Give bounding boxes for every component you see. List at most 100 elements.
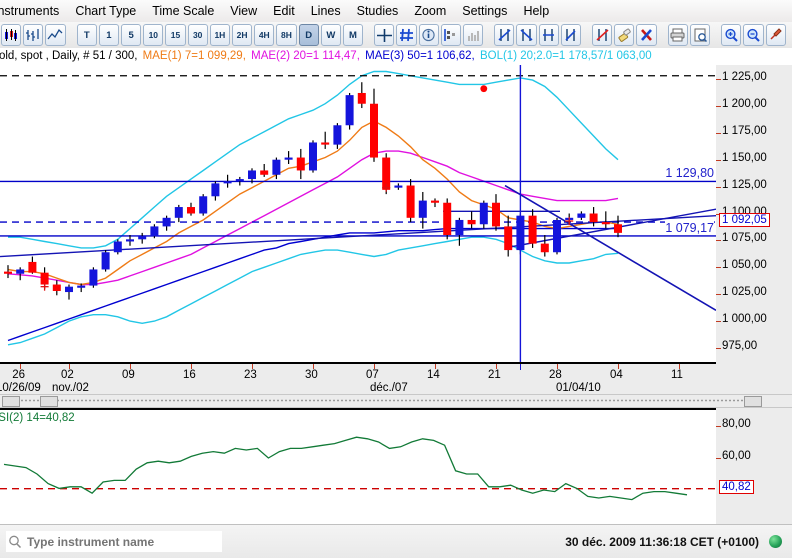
search-input[interactable] [25,532,213,551]
rsi-axis[interactable]: 80,00 60,00 40,82 [716,408,792,524]
timeframe-w-button[interactable]: W [320,24,341,46]
timeframe-10-button[interactable]: 10 [143,24,164,46]
line-chart-icon[interactable] [45,24,66,46]
time-axis-label: 04 [610,369,623,381]
timeframe-1h-button[interactable]: 1H [209,24,230,46]
price-axis-tick [716,213,721,215]
price-axis-label: 1 175,00 [722,124,767,137]
rsi-current-value-label: 40,82 [719,479,754,494]
print-preview-icon[interactable] [689,24,711,46]
time-axis-tick [20,364,22,369]
rsi-axis-label: 60,00 [722,450,751,462]
menu-item-instruments[interactable]: Instruments [0,4,60,18]
search-icon [9,535,22,548]
time-axis-label: 11 [671,369,683,381]
price-axis[interactable]: 1 225,00 1 200,00 1 175,00 1 150,00 1 125,00… [716,65,792,364]
time-axis-tick [252,364,253,369]
menu-item-chart-type[interactable]: Chart Type [75,4,137,18]
pin-icon[interactable] [765,24,786,46]
menu-item-zoom[interactable]: Zoom [414,4,447,18]
time-axis-tick [679,364,680,369]
status-bar: 30 déc. 2009 11:36:18 CET (+0100) [0,524,792,558]
price-axis-label: 1 000,00 [722,313,767,326]
legend-ma1: MAE(1) 7=1 099,29, [142,50,246,62]
time-axis-label: 28 [549,369,562,381]
timeframe-4h-button[interactable]: 4H [254,24,275,46]
line-tool-2-icon[interactable] [516,24,537,46]
bar-chart-icon[interactable] [23,24,44,46]
menu-item-view[interactable]: View [230,4,258,18]
time-axis-label: 07 [366,369,379,381]
zoom-in-icon[interactable] [721,24,742,46]
price-axis-tick [716,78,721,80]
timeframe-1-button[interactable]: 1 [98,24,120,46]
price-axis-tick [716,105,721,107]
line-tool-1-icon[interactable] [494,24,515,46]
timeframe-15-button[interactable]: 15 [165,24,186,46]
splitter-grip-left2[interactable] [40,396,58,407]
status-right-group: 30 déc. 2009 11:36:18 CET (+0100) [565,535,782,549]
time-axis[interactable]: 26 02 09 16 23 30 07 14 21 28 04 11 10/26/09 nov./02 d… [0,364,716,394]
price-axis-tick [716,294,721,296]
price-axis-tick [716,132,721,134]
splitter-dots [20,399,760,402]
timeframe-2h-button[interactable]: 2H [231,24,253,46]
eraser-icon[interactable] [614,24,635,46]
price-chart-pane[interactable]: 1 129,80 1 079,17 [0,65,718,364]
status-datetime: 30 déc. 2009 11:36:18 CET (+0100) [565,534,759,549]
delete-all-icon[interactable] [636,24,657,46]
price-axis-label: 1 225,00 [722,70,767,83]
volume-icon[interactable] [462,24,484,46]
price-axis-label: 1 150,00 [722,151,767,164]
time-axis-label: 14 [427,369,440,381]
time-axis-label: 09 [122,369,135,381]
time-axis-tick [191,364,192,369]
splitter-grip-right[interactable] [744,396,762,407]
chart-legend: Gold, spot , Daily, # 51 / 300, MAE(1) 7… [0,48,792,65]
time-axis-tick [496,364,497,369]
time-axis-label: 16 [183,369,196,381]
rsi-chart-svg [0,436,716,501]
grid-icon[interactable] [396,24,417,46]
scale-icon[interactable] [440,24,461,46]
line-tool-3-icon[interactable] [538,24,559,46]
line-tool-4-icon[interactable] [560,24,581,46]
timeframe-8h-button[interactable]: 8H [276,24,297,46]
time-axis-tick [130,364,131,369]
price-axis-label: 1 050,00 [722,259,767,272]
legend-ma2: MAE(2) 20=1 114,47, [251,50,360,62]
instrument-search-box[interactable] [6,531,222,552]
menu-item-studies[interactable]: Studies [356,4,399,18]
rsi-pane[interactable]: RSI(2) 14=40,82 [0,408,718,526]
menu-item-time-scale[interactable]: Time Scale [152,4,215,18]
trendline-tool-icon[interactable] [592,24,613,46]
crosshair-time-tick [520,364,522,370]
price-axis-label: 1 075,00 [722,232,767,245]
time-axis-tick [618,364,619,369]
menu-item-edit[interactable]: Edit [273,4,295,18]
menu-item-lines[interactable]: Lines [310,4,341,18]
menu-item-help[interactable]: Help [523,4,550,18]
crosshair-icon[interactable] [374,24,395,46]
toolbar: T 1 5 10 15 30 1H 2H 4H 8H D W M [0,22,792,49]
timeframe-t-button[interactable]: T [76,24,97,46]
candlestick-icon[interactable] [1,24,22,46]
time-axis-tick [313,364,314,369]
timeframe-30-button[interactable]: 30 [187,24,208,46]
zoom-out-icon[interactable] [743,24,764,46]
time-axis-sublabel: nov./02 [52,382,89,394]
timeframe-m-button[interactable]: M [342,24,364,46]
price-axis-tick [716,240,721,242]
timeframe-d-button[interactable]: D [298,24,319,46]
splitter-grip-left[interactable] [2,396,20,407]
price-axis-label: 975,00 [722,340,758,352]
timeframe-5-button[interactable]: 5 [121,24,142,46]
time-axis-sublabel: 01/04/10 [556,382,601,394]
legend-ma3: MAE(3) 50=1 106,62, [365,50,475,62]
print-icon[interactable] [667,24,688,46]
menu-item-settings[interactable]: Settings [462,4,508,18]
rsi-axis-tick [716,426,721,427]
time-axis-tick [374,364,375,369]
pane-splitter[interactable] [0,394,792,408]
info-icon[interactable] [418,24,439,46]
